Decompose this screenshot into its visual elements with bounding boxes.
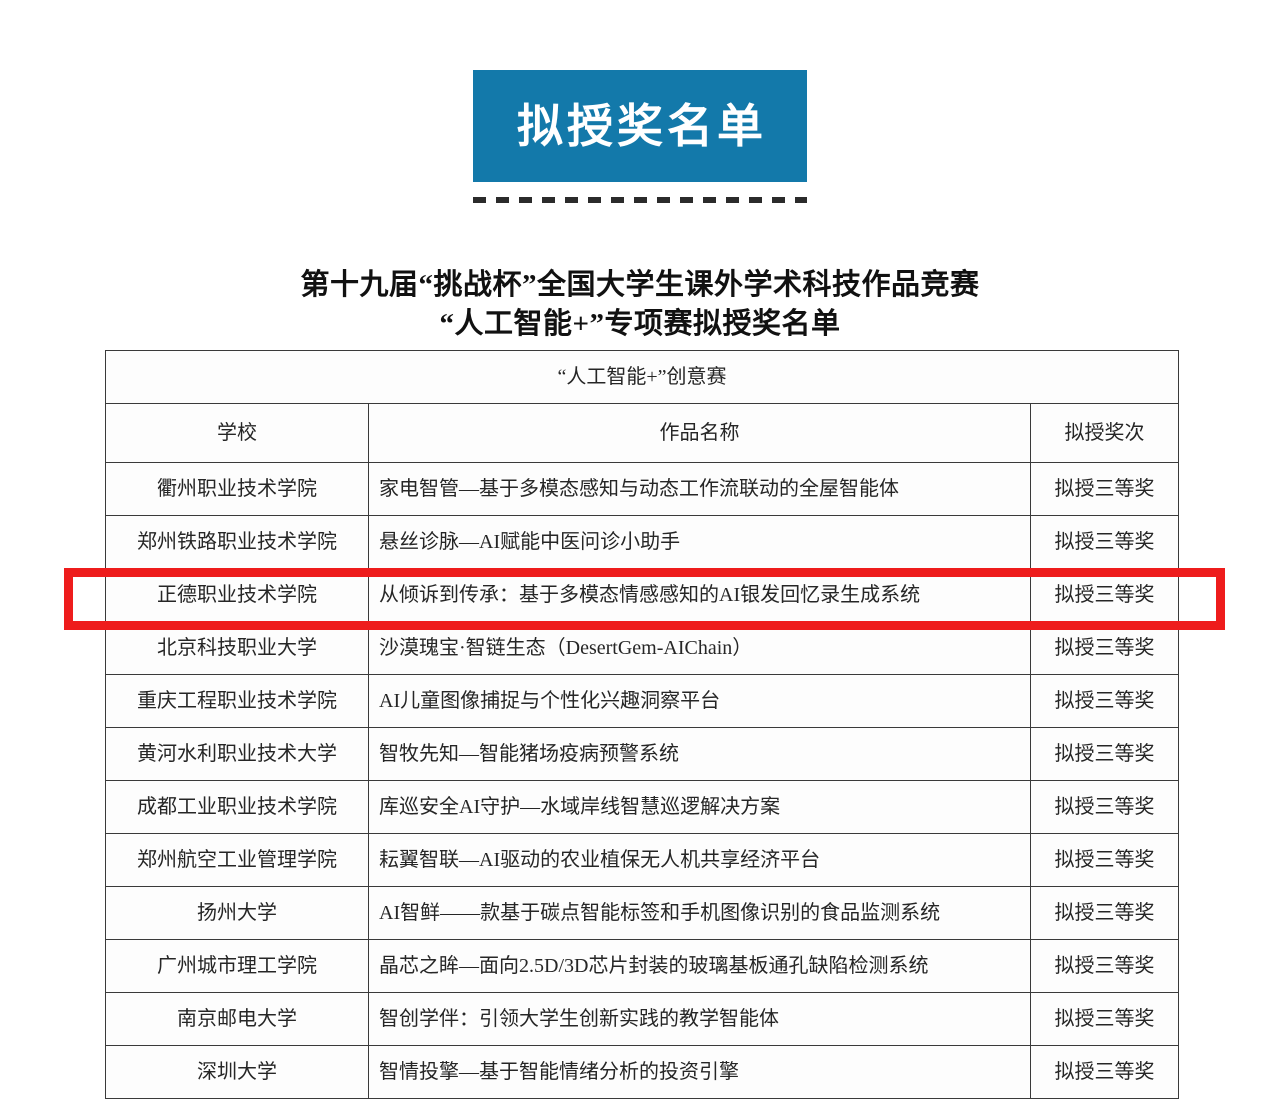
table-row: 扬州大学 AI智鲜——款基于碳点智能标签和手机图像识别的食品监测系统 拟授三等奖 <box>105 886 1180 940</box>
cell-school: 北京科技职业大学 <box>105 621 369 675</box>
table-section-header-row: “人工智能+”创意赛 <box>104 350 1180 404</box>
cell-work: 从倾诉到传承：基于多模态情感感知的AI银发回忆录生成系统 <box>368 568 1031 622</box>
cell-award: 拟授三等奖 <box>1029 674 1180 728</box>
cell-work: 耘翼智联—AI驱动的农业植保无人机共享经济平台 <box>368 833 1031 887</box>
cell-award: 拟授三等奖 <box>1029 886 1180 940</box>
cell-school: 广州城市理工学院 <box>105 939 369 993</box>
cell-work: 家电智管—基于多模态感知与动态工作流联动的全屋智能体 <box>368 462 1031 516</box>
cell-award: 拟授三等奖 <box>1029 462 1180 516</box>
column-header-school: 学校 <box>105 403 369 463</box>
cell-award: 拟授三等奖 <box>1029 621 1180 675</box>
cell-school: 扬州大学 <box>105 886 369 940</box>
banner-box: 拟授奖名单 <box>473 70 807 182</box>
table-row: 深圳大学 智情投擎—基于智能情绪分析的投资引擎 拟授三等奖 <box>105 1045 1180 1099</box>
cell-award: 拟授三等奖 <box>1029 727 1180 781</box>
table-row: 北京科技职业大学 沙漠瑰宝·智链生态（DesertGem-AIChain） 拟授三等… <box>105 621 1180 675</box>
cell-award: 拟授三等奖 <box>1029 992 1180 1046</box>
column-header-award: 拟授奖次 <box>1029 403 1180 463</box>
table-section-header-cell: “人工智能+”创意赛 <box>104 350 1180 404</box>
cell-award: 拟授三等奖 <box>1029 515 1180 569</box>
cell-award: 拟授三等奖 <box>1029 833 1180 887</box>
table-row: 郑州航空工业管理学院 耘翼智联—AI驱动的农业植保无人机共享经济平台 拟授三等奖 <box>105 833 1180 887</box>
cell-school: 深圳大学 <box>105 1045 369 1099</box>
cell-work: 智牧先知—智能猪场疫病预警系统 <box>368 727 1031 781</box>
page-title-line-1: 第十九届“挑战杯”全国大学生课外学术科技作品竞赛 <box>300 269 980 301</box>
column-header-work: 作品名称 <box>368 403 1031 463</box>
cell-work: 智情投擎—基于智能情绪分析的投资引擎 <box>368 1045 1031 1099</box>
award-table: “人工智能+”创意赛 学校 作品名称 拟授奖次 衢州职业技术学院 家电智管—基于多… <box>104 350 1180 1099</box>
cell-award: 拟授三等奖 <box>1029 1045 1180 1099</box>
table-row: 衢州职业技术学院 家电智管—基于多模态感知与动态工作流联动的全屋智能体 拟授三等奖 <box>105 462 1180 516</box>
table-column-header-row: 学校 作品名称 拟授奖次 <box>105 403 1180 463</box>
cell-school: 郑州航空工业管理学院 <box>105 833 369 887</box>
banner-title: 拟授奖名单 <box>517 100 767 152</box>
cell-school: 正德职业技术学院 <box>105 568 369 622</box>
table-row: 成都工业职业技术学院 库巡安全AI守护—水域岸线智慧巡逻解决方案 拟授三等奖 <box>105 780 1180 834</box>
table-row: 正德职业技术学院 从倾诉到传承：基于多模态情感感知的AI银发回忆录生成系统 拟授三等… <box>105 568 1180 622</box>
table-row: 重庆工程职业技术学院 AI儿童图像捕捉与个性化兴趣洞察平台 拟授三等奖 <box>105 674 1180 728</box>
cell-school: 成都工业职业技术学院 <box>105 780 369 834</box>
cell-award: 拟授三等奖 <box>1029 568 1180 622</box>
award-table-body: “人工智能+”创意赛 学校 作品名称 拟授奖次 衢州职业技术学院 家电智管—基于多… <box>104 350 1180 1099</box>
cell-school: 重庆工程职业技术学院 <box>105 674 369 728</box>
award-table-container: “人工智能+”创意赛 学校 作品名称 拟授奖次 衢州职业技术学院 家电智管—基于多… <box>104 350 1180 1099</box>
page-title-line-2: “人工智能+”专项赛拟授奖名单 <box>439 308 841 340</box>
cell-award: 拟授三等奖 <box>1029 780 1180 834</box>
cell-work: 悬丝诊脉—AI赋能中医问诊小助手 <box>368 515 1031 569</box>
cell-award: 拟授三等奖 <box>1029 939 1180 993</box>
table-row: 广州城市理工学院 晶芯之眸—面向2.5D/3D芯片封装的玻璃基板通孔缺陷检测系统拟… <box>105 939 1180 993</box>
cell-work: 库巡安全AI守护—水域岸线智慧巡逻解决方案 <box>368 780 1031 834</box>
cell-school: 黄河水利职业技术大学 <box>105 727 369 781</box>
cell-school: 南京邮电大学 <box>105 992 369 1046</box>
page-banner: 拟授奖名单 <box>0 0 1280 220</box>
table-row: 南京邮电大学 智创学伴：引领大学生创新实践的教学智能体 拟授三等奖 <box>105 992 1180 1046</box>
cell-work: AI儿童图像捕捉与个性化兴趣洞察平台 <box>368 674 1031 728</box>
page-title: 第十九届“挑战杯”全国大学生课外学术科技作品竞赛 “人工智能+”专项赛拟授奖名单 <box>0 266 1280 344</box>
cell-work: AI智鲜——款基于碳点智能标签和手机图像识别的食品监测系统 <box>368 886 1031 940</box>
cell-work: 智创学伴：引领大学生创新实践的教学智能体 <box>368 992 1031 1046</box>
dashed-divider <box>473 197 807 203</box>
table-row: 郑州铁路职业技术学院 悬丝诊脉—AI赋能中医问诊小助手 拟授三等奖 <box>105 515 1180 569</box>
cell-work: 沙漠瑰宝·智链生态（DesertGem-AIChain） <box>368 621 1031 675</box>
cell-school: 衢州职业技术学院 <box>105 462 369 516</box>
table-row: 黄河水利职业技术大学 智牧先知—智能猪场疫病预警系统 拟授三等奖 <box>105 727 1180 781</box>
cell-work: 晶芯之眸—面向2.5D/3D芯片封装的玻璃基板通孔缺陷检测系统 <box>368 939 1031 993</box>
cell-school: 郑州铁路职业技术学院 <box>105 515 369 569</box>
